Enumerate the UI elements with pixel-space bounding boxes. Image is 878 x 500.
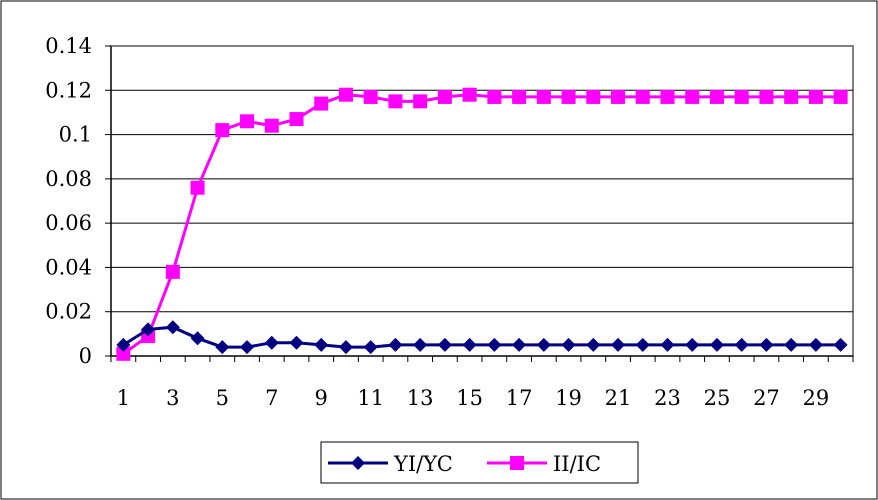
- data-point-ii-ic: [512, 89, 527, 104]
- data-point-yi-yc: [388, 337, 403, 352]
- y-tick-label: 0.14: [45, 34, 92, 58]
- x-axis-ticks: 1 3 5 7 9 11 13 15 17 19 21 23 25 27 29: [110, 356, 854, 410]
- x-tick-label: 1: [117, 386, 130, 410]
- data-point-yi-yc: [833, 337, 848, 352]
- x-tick-label: 29: [803, 386, 830, 410]
- x-tick-label: 11: [357, 386, 384, 410]
- data-point-yi-yc: [709, 337, 724, 352]
- data-point-ii-ic: [314, 96, 329, 111]
- y-tick-label: 0.04: [45, 255, 92, 279]
- data-point-ii-ic: [165, 264, 180, 279]
- data-point-yi-yc: [561, 337, 576, 352]
- data-point-ii-ic: [660, 89, 675, 104]
- y-tick-label: 0.06: [45, 211, 92, 235]
- data-point-yi-yc: [413, 337, 428, 352]
- data-point-yi-yc: [611, 337, 626, 352]
- data-point-yi-yc: [141, 322, 156, 337]
- data-point-yi-yc: [685, 337, 700, 352]
- y-axis-ticks: 0 0.02 0.04 0.06 0.08 0.1 0.12 0.14: [45, 34, 111, 368]
- y-tick-label: 0.08: [45, 167, 92, 191]
- data-point-yi-yc: [462, 337, 477, 352]
- legend: YI/YC II/IC: [320, 441, 639, 484]
- x-tick-label: 17: [506, 386, 533, 410]
- data-point-yi-yc: [536, 337, 551, 352]
- data-point-ii-ic: [462, 87, 477, 102]
- legend-label-yi-yc: YI/YC: [393, 452, 453, 476]
- data-point-ii-ic: [289, 112, 304, 127]
- x-tick-label: 21: [605, 386, 632, 410]
- series-layer: [116, 87, 848, 361]
- data-point-yi-yc: [635, 337, 650, 352]
- data-point-ii-ic: [759, 89, 774, 104]
- y-tick-label: 0.1: [59, 123, 92, 147]
- data-point-yi-yc: [660, 337, 675, 352]
- x-tick-label: 15: [456, 386, 483, 410]
- y-tick-label: 0: [79, 344, 92, 368]
- data-point-ii-ic: [413, 94, 428, 109]
- data-point-ii-ic: [611, 89, 626, 104]
- data-point-ii-ic: [388, 94, 403, 109]
- data-point-ii-ic: [264, 118, 279, 133]
- x-tick-label: 23: [654, 386, 681, 410]
- data-point-ii-ic: [437, 89, 452, 104]
- data-point-ii-ic: [709, 89, 724, 104]
- data-point-ii-ic: [116, 346, 131, 361]
- data-point-yi-yc: [363, 340, 378, 355]
- data-point-yi-yc: [338, 340, 353, 355]
- data-point-yi-yc: [784, 337, 799, 352]
- data-point-ii-ic: [635, 89, 650, 104]
- data-point-yi-yc: [264, 335, 279, 350]
- data-point-ii-ic: [734, 89, 749, 104]
- legend-label-ii-ic: II/IC: [553, 452, 601, 476]
- x-tick-label: 19: [555, 386, 582, 410]
- grid-lines: [111, 89, 853, 313]
- x-tick-label: 7: [265, 386, 278, 410]
- data-point-yi-yc: [116, 337, 131, 352]
- data-point-yi-yc: [215, 340, 230, 355]
- x-tick-label: 13: [407, 386, 434, 410]
- data-point-ii-ic: [536, 89, 551, 104]
- data-point-ii-ic: [240, 114, 255, 129]
- data-point-ii-ic: [487, 89, 502, 104]
- x-tick-label: 3: [166, 386, 179, 410]
- data-point-yi-yc: [190, 331, 205, 346]
- data-point-yi-yc: [314, 337, 329, 352]
- data-point-ii-ic: [808, 89, 823, 104]
- x-tick-label: 5: [216, 386, 229, 410]
- data-point-yi-yc: [586, 337, 601, 352]
- x-tick-label: 9: [315, 386, 328, 410]
- data-point-ii-ic: [784, 89, 799, 104]
- data-point-ii-ic: [215, 123, 230, 138]
- data-point-ii-ic: [685, 89, 700, 104]
- legend-diamond-marker: [351, 456, 365, 470]
- y-tick-label: 0.12: [45, 78, 92, 102]
- data-point-yi-yc: [437, 337, 452, 352]
- data-point-yi-yc: [512, 337, 527, 352]
- data-point-yi-yc: [759, 337, 774, 352]
- y-tick-label: 0.02: [45, 300, 92, 324]
- data-point-yi-yc: [240, 340, 255, 355]
- data-point-ii-ic: [833, 89, 848, 104]
- data-point-yi-yc: [487, 337, 502, 352]
- x-tick-label: 25: [704, 386, 731, 410]
- legend-square-marker: [510, 456, 524, 470]
- data-point-ii-ic: [586, 89, 601, 104]
- data-point-yi-yc: [734, 337, 749, 352]
- data-point-yi-yc: [165, 320, 180, 335]
- data-point-ii-ic: [363, 89, 378, 104]
- data-point-yi-yc: [808, 337, 823, 352]
- data-point-ii-ic: [190, 180, 205, 195]
- x-tick-label: 27: [753, 386, 780, 410]
- data-point-yi-yc: [289, 335, 304, 350]
- data-point-ii-ic: [561, 89, 576, 104]
- data-point-ii-ic: [338, 87, 353, 102]
